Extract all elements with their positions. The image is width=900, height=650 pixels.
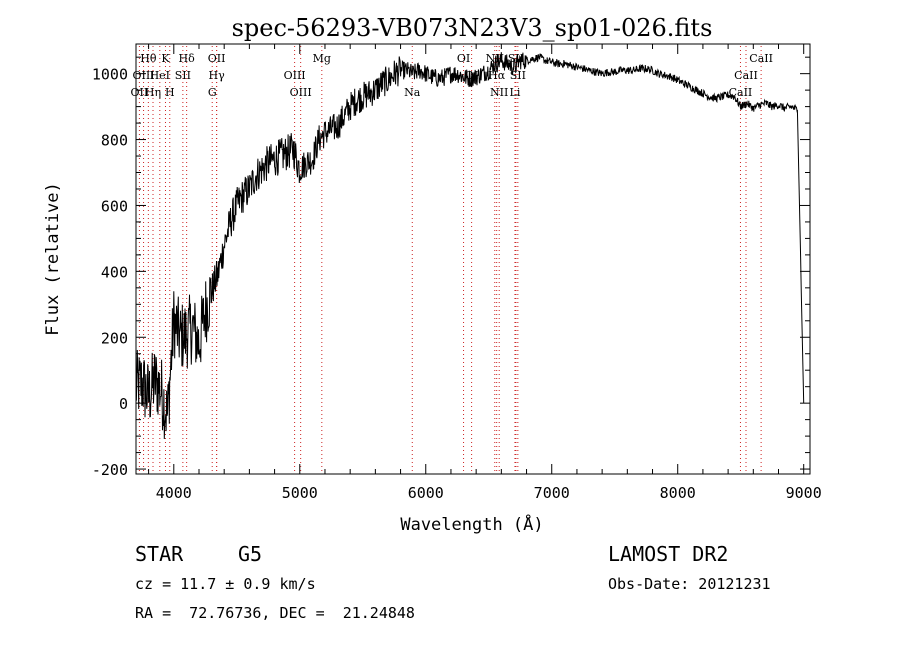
- line-marker-label: Hθ: [140, 52, 157, 65]
- line-marker-label: CaII: [749, 52, 773, 65]
- line-marker-label: OI: [457, 52, 470, 65]
- object-class: STAR: [135, 542, 184, 566]
- line-marker-label: OIII: [290, 86, 312, 99]
- y-tick-label: 200: [101, 329, 128, 347]
- ra-dec: RA = 72.76736, DEC = 21.24848: [135, 604, 415, 622]
- x-axis: 4000 5000 6000 7000 8000 9000: [148, 44, 822, 502]
- chart-title: spec-56293-VB073N23V3_sp01-026.fits: [232, 14, 713, 42]
- line-marker-label: NII: [490, 86, 508, 99]
- x-tick-label: 5000: [282, 484, 318, 502]
- y-tick-label: 800: [101, 132, 128, 150]
- y-tick-label: 0: [119, 395, 128, 413]
- line-marker-label: SII: [175, 69, 191, 82]
- line-marker-label: HeI: [150, 69, 170, 82]
- marker-lines: [138, 46, 762, 472]
- line-marker-label: CaII: [734, 69, 758, 82]
- x-tick-label: 9000: [786, 484, 822, 502]
- obs-date: Obs-Date: 20121231: [608, 575, 771, 593]
- y-tick-label: 600: [101, 197, 128, 215]
- line-marker-label: Hη: [145, 86, 161, 99]
- line-marker-label: G: [208, 86, 217, 99]
- line-marker-label: OII: [208, 52, 226, 65]
- y-axis: -200 0 200 400 600 800 1000: [92, 56, 810, 479]
- y-tick-label: 1000: [92, 66, 128, 84]
- line-marker-label: H: [165, 86, 175, 99]
- y-tick-label: 400: [101, 263, 128, 281]
- redshift-info: cz = 11.7 ± 0.9 km/s: [135, 575, 316, 593]
- line-marker-label: OIII: [133, 69, 155, 82]
- x-tick-label: 8000: [660, 484, 696, 502]
- line-marker-label: K: [161, 52, 170, 65]
- spectrum-line: [135, 52, 805, 440]
- spectrum-series: [135, 52, 805, 440]
- line-marker-label: Li: [510, 86, 521, 99]
- object-subclass: G5: [238, 542, 263, 566]
- line-marker-label: Na: [404, 86, 421, 99]
- line-marker-label: Hδ: [179, 52, 196, 65]
- line-marker-label: SII: [510, 69, 526, 82]
- y-tick-label: -200: [92, 461, 128, 479]
- x-tick-label: 7000: [534, 484, 570, 502]
- plot-frame: [135, 43, 811, 475]
- y-axis-label: Flux (relative): [43, 182, 63, 336]
- x-axis-label: Wavelength (Å): [400, 513, 543, 535]
- x-tick-label: 4000: [156, 484, 192, 502]
- line-marker-label: OIII: [284, 69, 306, 82]
- survey-name: LAMOST DR2: [608, 542, 729, 566]
- line-marker-label: OII: [131, 86, 149, 99]
- line-marker-label: Hγ: [209, 69, 226, 82]
- line-marker-label: Mg: [313, 52, 331, 65]
- x-tick-label: 6000: [408, 484, 444, 502]
